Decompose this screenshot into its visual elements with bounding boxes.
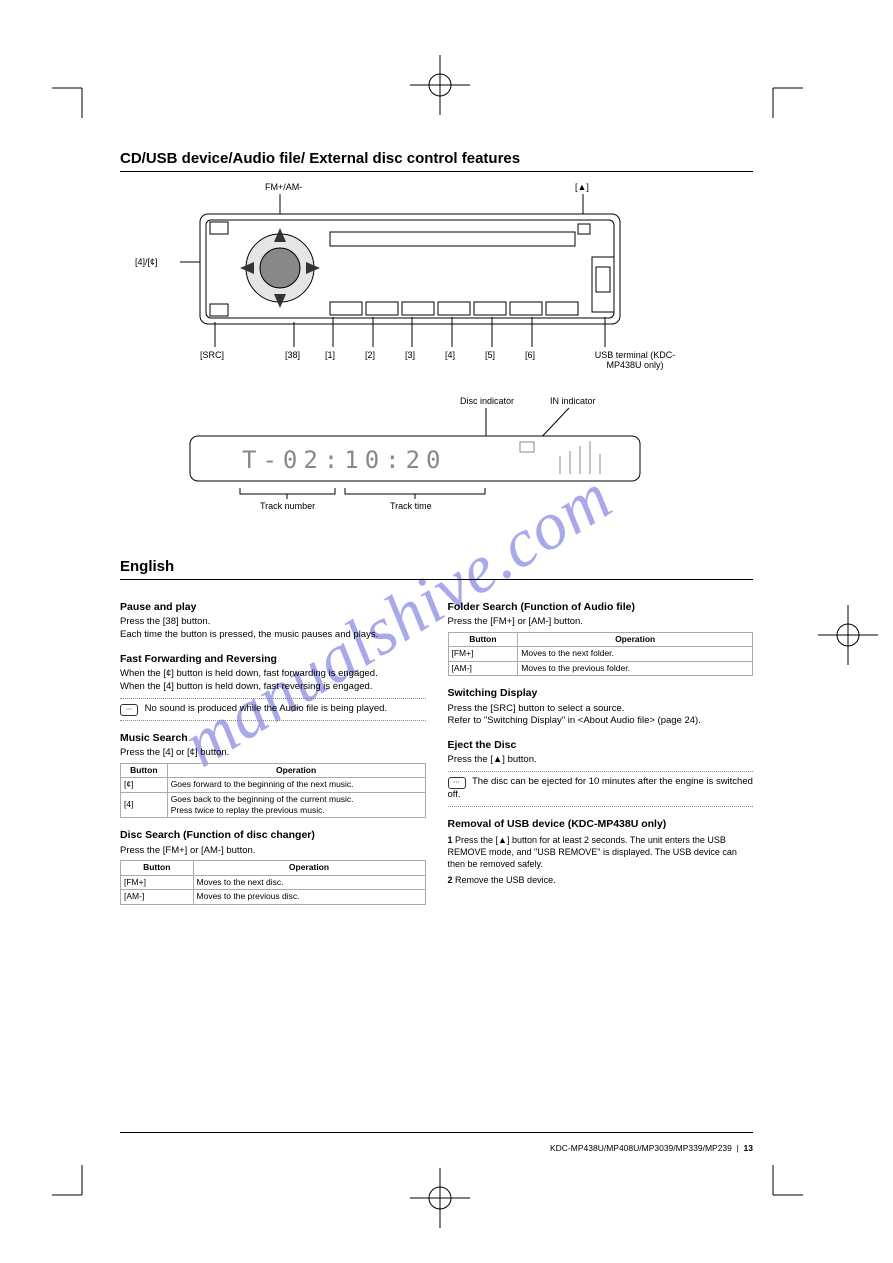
ms-r1c2: Goes forward to the beginning of the nex… [167,778,425,792]
deck-svg [180,182,680,382]
crop-mark-top-left [52,70,100,118]
english-section: English Pause and play Press the [38] bu… [120,558,753,905]
ds-title: Disc Search (Function of disc changer) [120,828,426,842]
sd-title: Switching Display [448,686,754,700]
page-footer: KDC-MP438U/MP408U/MP3039/MP339/MP239 | 1… [550,1143,753,1153]
usb-title: Removal of USB device (KDC-MP438U only) [448,817,754,831]
usb-body2: Remove the USB device. [455,875,556,885]
label-track-number: Track number [260,501,315,511]
fs-title: Folder Search (Function of Audio file) [448,600,754,614]
ms-th1: Button [121,763,168,777]
lcd-svg: T-02:10:20 [180,396,680,536]
ds-body: Press the [FM+] or [AM-] button. [120,845,426,858]
ds-th2: Operation [193,861,425,875]
ms-r1c1: [¢] [121,778,168,792]
ds-th1: Button [121,861,194,875]
footer-page-no: 13 [744,1143,753,1153]
fs-th1: Button [448,632,518,646]
fs-r1c2: Moves to the next folder. [518,647,753,661]
sd-body: Press the [SRC] button to select a sourc… [448,703,754,729]
registration-right [818,605,878,665]
fs-r2c2: Moves to the previous folder. [518,661,753,675]
registration-bottom [410,1168,470,1228]
lcd-display-diagram: Disc indicator IN indicator Track number… [180,396,680,536]
ms-r2c1: [4] [121,792,168,818]
registration-top [410,55,470,115]
ff-body: When the [¢] button is held down, fast f… [120,668,426,694]
crop-mark-top-right [755,70,803,118]
footer-model: KDC-MP438U/MP408U/MP3039/MP339/MP239 [550,1143,732,1153]
label-in-indicator: IN indicator [550,396,596,406]
ms-r2c2: Goes back to the beginning of the curren… [167,792,425,818]
lcd-readout-text: T-02:10:20 [242,446,447,474]
body-columns: Pause and play Press the [38] button. Ea… [120,590,753,905]
fs-r1c1: [FM+] [448,647,518,661]
usb-step2: 2 Remove the USB device. [448,874,754,886]
eject-body: Press the [▲] button. [448,754,754,767]
ms-body: Press the [4] or [¢] button. [120,747,426,760]
usb-step1: 1 Press the [▲] button for at least 2 se… [448,834,754,870]
ds-r1c2: Moves to the next disc. [193,875,425,889]
crop-mark-bottom-left [52,1165,100,1213]
page-content: CD/USB device/Audio file/ External disc … [120,150,753,1153]
eject-note-text: The disc can be ejected for 10 minutes a… [448,776,753,800]
pause-body: Press the [38] button. Each time the but… [120,616,426,642]
english-title: English [120,558,753,575]
eject-title: Eject the Disc [448,738,754,752]
ds-table: ButtonOperation [FM+]Moves to the next d… [120,860,426,904]
label-disc-indicator: Disc indicator [460,396,514,406]
section-divider [120,171,753,172]
ds-r2c2: Moves to the previous disc. [193,890,425,904]
ff-title: Fast Forwarding and Reversing [120,652,426,666]
footer-rule [120,1132,753,1133]
note-icon-2: ⋯ [448,777,466,789]
ms-th2: Operation [167,763,425,777]
ff-note: ⋯ No sound is produced while the Audio f… [120,698,426,721]
fs-table: ButtonOperation [FM+]Moves to the next f… [448,632,754,676]
label-track-time: Track time [390,501,432,511]
car-deck-diagram: FM+/AM- [▲] [4]/[¢] [SRC] [38] [1] [2] [… [180,182,680,382]
eject-note: ⋯ The disc can be ejected for 10 minutes… [448,771,754,807]
note-icon: ⋯ [120,704,138,716]
ds-r1c1: [FM+] [121,875,194,889]
label-b4-b44: [4]/[¢] [135,257,158,267]
ds-r2c1: [AM-] [121,890,194,904]
ms-title: Music Search [120,731,426,745]
left-column: Pause and play Press the [38] button. Ea… [120,590,426,905]
ff-note-text: No sound is produced while the Audio fil… [145,703,387,714]
fs-r2c1: [AM-] [448,661,518,675]
ms-table: ButtonOperation [¢]Goes forward to the b… [120,763,426,819]
english-divider [120,579,753,580]
fs-body: Press the [FM+] or [AM-] button. [448,616,754,629]
fs-th2: Operation [518,632,753,646]
pause-title: Pause and play [120,600,426,614]
right-column: Folder Search (Function of Audio file) P… [448,590,754,905]
section-title: CD/USB device/Audio file/ External disc … [120,150,753,167]
usb-body1: Press the [▲] button for at least 2 seco… [448,835,737,869]
crop-mark-bottom-right [755,1165,803,1213]
